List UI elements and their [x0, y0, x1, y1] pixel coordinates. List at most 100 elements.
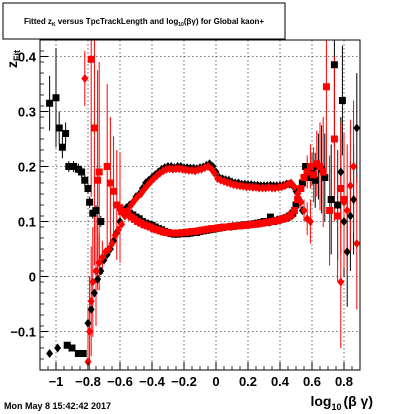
data-point-diamond [353, 239, 361, 248]
title-box-frame [2, 2, 286, 40]
data-point-square [322, 83, 330, 91]
y-axis-label: zFit [4, 50, 22, 68]
data-point-square [106, 179, 114, 187]
x-tick-labels: −1 −0.8 −0.6 −0.4 −0.2 0 0.2 0.4 0.6 0.8 [49, 374, 353, 389]
data-point-diamond [87, 296, 95, 306]
data-point-square [110, 187, 118, 195]
x-tick-label: −0.2 [171, 374, 197, 389]
data-point-square [302, 163, 310, 170]
plot-area [39, 39, 361, 371]
data-point-diamond [111, 230, 119, 240]
data-point-square [338, 97, 346, 104]
title-prefix-subscript: K [52, 22, 56, 28]
x-tick-label: −0.8 [75, 374, 101, 389]
data-point-diamond [337, 167, 345, 177]
data-point-diamond [210, 168, 218, 178]
data-point-square [95, 168, 103, 176]
y-tick-labels: −0.1 0 0.1 0.2 0.3 0.4 [10, 50, 36, 340]
data-point-square [297, 185, 305, 192]
data-point-diamond [350, 195, 358, 204]
data-point-square [90, 124, 98, 132]
data-point-diamond [97, 266, 105, 276]
data-point-square [52, 94, 60, 102]
data-point-diamond [95, 258, 103, 268]
data-point-diamond [87, 305, 95, 314]
data-point-square [327, 196, 335, 203]
data-point-square [65, 163, 73, 170]
data-point-diamond [86, 327, 94, 336]
data-point-square [316, 163, 324, 170]
data-point-square [298, 179, 306, 187]
data-point-diamond [89, 277, 97, 287]
x-axis-label-subscript: 10 [331, 402, 341, 412]
title-prefix: Fitted z [24, 17, 52, 26]
data-point-square [290, 207, 298, 214]
data-point-diamond [81, 74, 89, 83]
data-point-square [292, 201, 300, 209]
data-point-diamond [353, 123, 361, 133]
data-point-diamond [350, 162, 358, 171]
data-point-square [294, 196, 302, 203]
data-point-square [266, 213, 274, 221]
data-point-diamond [84, 318, 92, 328]
data-point-diamond [346, 211, 354, 221]
data-point-square [337, 185, 345, 192]
data-point-square [103, 163, 111, 170]
x-tick-label: 0.8 [335, 374, 353, 389]
data-point-square [74, 350, 82, 357]
data-point-diamond [118, 219, 126, 229]
data-point-diamond [90, 288, 98, 298]
data-point-square [68, 344, 76, 352]
data-point-square [305, 174, 313, 181]
data-point-square [334, 212, 342, 220]
data-point-square [78, 168, 86, 176]
title-middle-subscript: 10 [178, 22, 184, 28]
data-point-diamond [108, 239, 116, 248]
data-point-square [330, 61, 338, 69]
data-point-square [70, 163, 78, 170]
title-suffix: (βγ) for Global kaon+ [184, 17, 265, 26]
data-point-diamond [46, 349, 54, 358]
y-tick-label: 0.2 [18, 160, 36, 175]
data-point-square [311, 176, 319, 184]
data-point-square [303, 168, 311, 176]
data-point-square [62, 130, 70, 137]
data-point-square [81, 176, 89, 184]
y-axis-label-main: z [4, 61, 20, 68]
x-tick-label: −0.4 [139, 374, 165, 389]
data-point-square [94, 176, 102, 184]
data-point-diamond [54, 343, 62, 353]
title-box: Fitted zK versus TpcTrackLength and log1… [2, 2, 286, 40]
data-point-square [92, 207, 100, 214]
x-tick-label: 0.4 [271, 374, 290, 389]
title-middle: versus TpcTrackLength and log [56, 17, 179, 26]
data-point-square [86, 198, 94, 206]
data-point-diamond [84, 357, 92, 367]
data-point-diamond [337, 277, 345, 287]
data-point-diamond [105, 244, 113, 254]
chart-title: Fitted zK versus TpcTrackLength and log1… [24, 17, 264, 28]
data-point-square [326, 207, 334, 214]
x-tick-label: 0 [212, 374, 219, 389]
data-point-square [79, 350, 87, 357]
x-tick-label: 0.6 [303, 374, 321, 389]
x-tick-label: −0.6 [107, 374, 133, 389]
data-point-square [306, 163, 314, 170]
y-tick-label: 0 [29, 270, 36, 285]
data-point-diamond [343, 247, 351, 257]
data-point-square [46, 99, 54, 107]
timestamp: Mon May 8 15:42:42 2017 [4, 401, 111, 411]
x-tick-label: 0.2 [239, 374, 257, 389]
data-point-square [319, 168, 327, 176]
y-tick-label: 0.3 [18, 105, 36, 120]
y-tick-label: −0.1 [10, 325, 36, 340]
data-point-square [97, 218, 105, 225]
data-point-square [55, 124, 63, 132]
data-point-diamond [340, 217, 348, 226]
x-axis-label: log10 (β γ) [310, 393, 373, 412]
data-point-square [321, 174, 329, 181]
axis-ticks [39, 39, 361, 371]
data-point-square [116, 204, 124, 212]
data-point-square [287, 211, 295, 219]
